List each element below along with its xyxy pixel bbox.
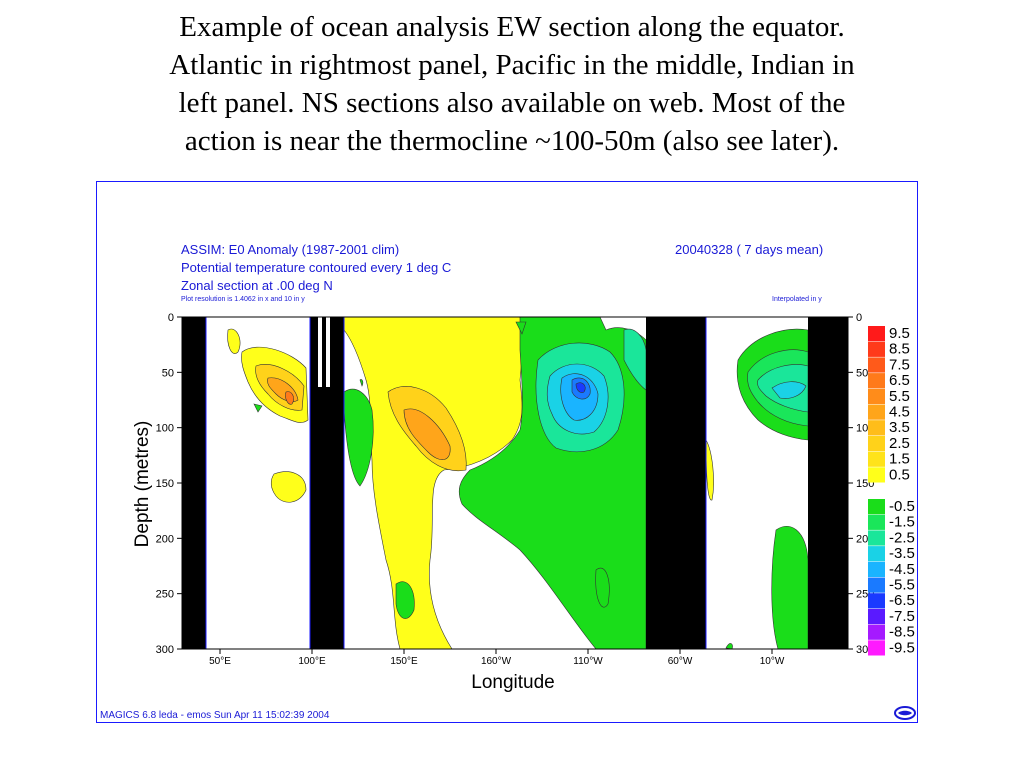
legend-swatch	[868, 546, 885, 562]
header-interp: Interpolated in y	[772, 296, 822, 303]
slide-title-line-3: left panel. NS sections also available o…	[178, 87, 846, 119]
legend-label: -5.5	[889, 577, 915, 594]
legend-swatch	[868, 420, 885, 436]
anomaly-region	[575, 382, 586, 393]
legend-swatch	[868, 326, 885, 342]
header-line-1: ASSIM: E0 Anomaly (1987-2001 clim)	[181, 242, 400, 257]
legend-label: 0.5	[889, 466, 910, 483]
colorbar-legend: 9.58.57.56.55.54.53.52.51.50.5 -0.5-1.5-2…	[868, 325, 915, 656]
legend-swatch	[868, 499, 885, 515]
legend-label: 7.5	[889, 356, 910, 373]
legend-label: 4.5	[889, 404, 910, 421]
anomaly-region	[285, 391, 294, 405]
slide-title-line-4: action is near the thermocline ~100-50m …	[184, 125, 840, 157]
x-tick-label: 50°E	[209, 656, 231, 667]
header-line-4: Plot resolution is 1.4062 in x and 10 in…	[181, 296, 305, 303]
legend-swatch	[868, 593, 885, 609]
anomaly-region	[343, 388, 374, 487]
x-tick-label: 160°W	[481, 656, 512, 667]
legend-label: 1.5	[889, 451, 910, 468]
legend-swatch	[868, 357, 885, 373]
legend-label: 5.5	[889, 388, 910, 405]
legend-label: -7.5	[889, 608, 915, 625]
legend-label: -8.5	[889, 624, 915, 641]
contour-fields	[227, 317, 809, 649]
anomaly-region	[515, 321, 527, 335]
legend-swatch	[868, 561, 885, 577]
x-tick-label: 110°W	[573, 656, 603, 667]
y-tick-label-left: 250	[156, 589, 174, 601]
y-tick-label-right: 0	[856, 312, 862, 324]
x-tick-label: 100°E	[298, 656, 326, 667]
ecmwf-logo-icon	[893, 705, 917, 721]
slide-title-line-1: Example of ocean analysis EW section alo…	[179, 11, 845, 43]
slide-title-line-2: Atlantic in rightmost panel, Pacific in …	[169, 49, 855, 81]
y-tick-label-left: 300	[156, 644, 174, 656]
land-mask-americas	[646, 317, 706, 649]
y-axis-label: Depth (metres)	[132, 421, 153, 548]
y-tick-label-right: 50	[856, 367, 868, 379]
legend-swatch	[868, 388, 885, 404]
y-tick-label-left: 150	[156, 478, 174, 490]
x-axis-label: Longitude	[471, 672, 554, 693]
anomaly-region	[771, 525, 809, 649]
land-masks	[182, 317, 848, 649]
legend-swatch	[868, 467, 885, 483]
legend-label: 8.5	[889, 341, 910, 358]
legend-swatch	[868, 530, 885, 546]
y-tick-label-left: 50	[162, 367, 174, 379]
anomaly-region	[595, 567, 610, 608]
legend-swatch	[868, 514, 885, 530]
legend-label: 6.5	[889, 372, 910, 389]
legend-swatch	[868, 404, 885, 420]
legend-label: -9.5	[889, 639, 915, 656]
anomaly-region	[359, 379, 364, 387]
header-line-2: Potential temperature contoured every 1 …	[181, 260, 452, 275]
legend-label: -6.5	[889, 592, 915, 609]
x-tick-label: 10°W	[760, 656, 785, 667]
anomaly-region	[395, 581, 415, 619]
legend-swatch	[868, 577, 885, 593]
land-gap-2	[326, 317, 330, 387]
legend-swatch	[868, 435, 885, 452]
y-tick-label-left: 200	[156, 533, 174, 545]
land-mask-africa-east	[808, 317, 848, 649]
anomaly-region	[227, 328, 241, 354]
anomaly-region	[253, 403, 263, 413]
legend-swatch	[868, 608, 885, 625]
legend-swatch	[868, 624, 885, 640]
y-tick-label-left: 0	[168, 312, 174, 324]
x-tick-label: 60°W	[668, 656, 693, 667]
anomaly-region	[771, 381, 807, 399]
legend-label: 9.5	[889, 325, 910, 342]
land-mask-africa	[182, 317, 206, 649]
y-axis-left: 0 50 100 150 200 250 300	[156, 312, 182, 656]
header-line-3: Zonal section at .00 deg N	[181, 278, 333, 293]
legend-swatch	[868, 373, 885, 389]
anomaly-region	[270, 471, 307, 503]
legend-label: -0.5	[889, 498, 915, 515]
legend-label: -2.5	[889, 529, 915, 546]
legend-label: -4.5	[889, 561, 915, 578]
legend-label: -3.5	[889, 545, 915, 562]
x-axis: 50°E 100°E 150°E 160°W 110°W 60°W 10°W	[209, 649, 785, 667]
legend-label: -1.5	[889, 514, 915, 531]
legend-swatch	[868, 341, 885, 357]
y-tick-label-left: 100	[156, 423, 174, 435]
header-date: 20040328 ( 7 days mean)	[675, 242, 824, 257]
legend-swatch	[868, 640, 885, 656]
x-tick-label: 150°E	[390, 656, 418, 667]
land-gap-1	[318, 317, 322, 387]
slide-title: Example of ocean analysis EW section alo…	[60, 8, 964, 160]
anomaly-region	[403, 408, 451, 460]
legend-label: 2.5	[889, 435, 910, 452]
legend-swatch	[868, 451, 885, 467]
legend-label: 3.5	[889, 419, 910, 436]
footer-text: MAGICS 6.8 leda - emos Sun Apr 11 15:02:…	[100, 710, 330, 721]
